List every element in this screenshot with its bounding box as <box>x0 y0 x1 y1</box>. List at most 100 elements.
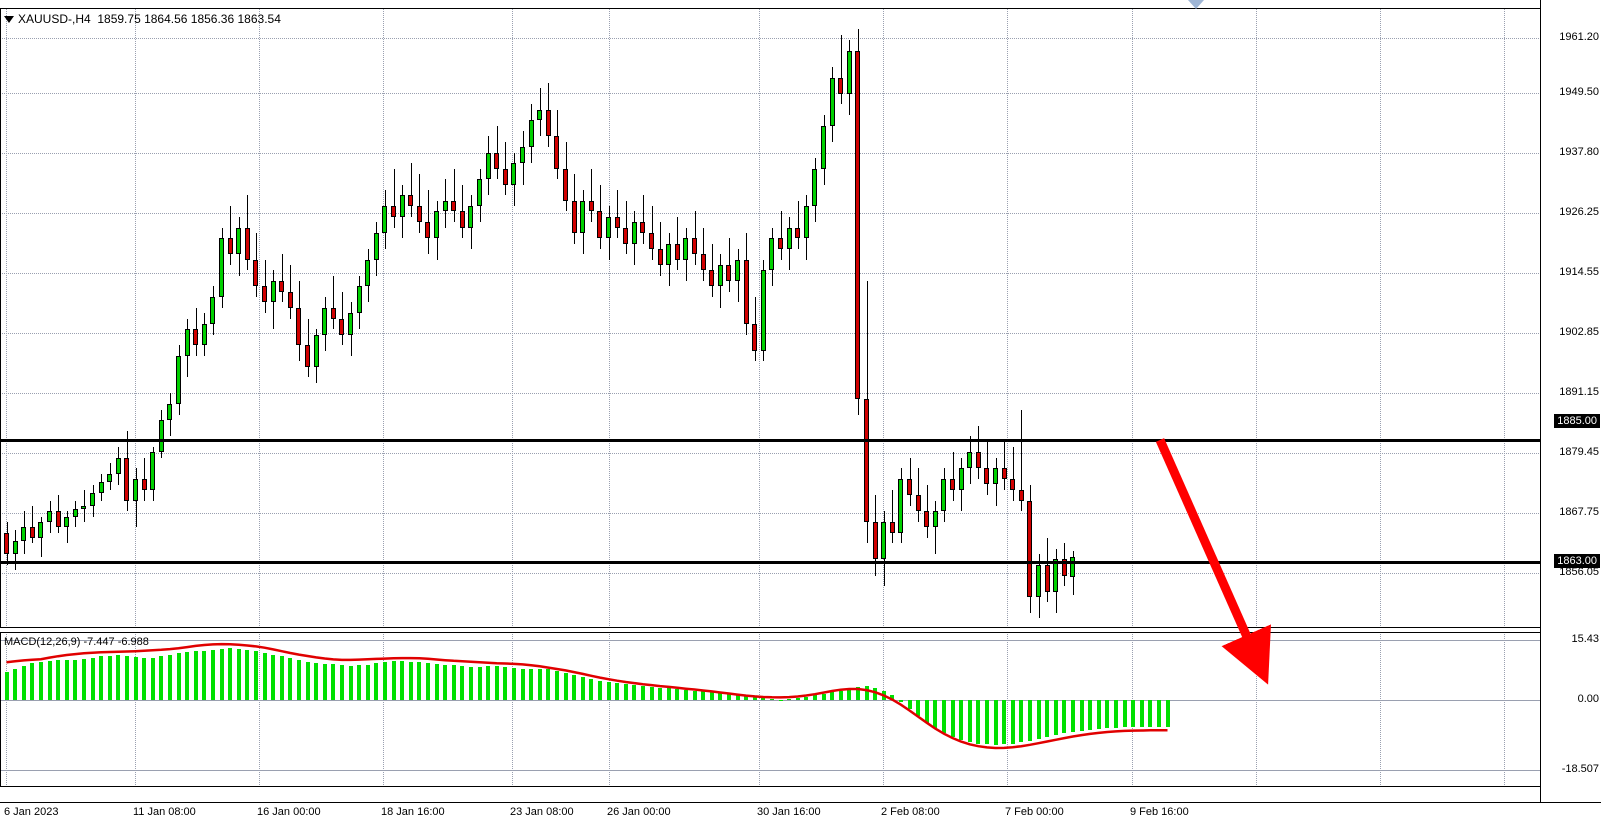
macd-histogram-bar <box>822 693 826 700</box>
candle-body <box>425 222 430 239</box>
macd-histogram-bar <box>658 687 662 700</box>
macd-histogram-bar <box>830 692 834 700</box>
candle-wick <box>918 468 919 522</box>
chart-position-marker-icon[interactable] <box>1188 0 1204 9</box>
macd-histogram-bar <box>116 655 120 700</box>
time-tick-label: 9 Feb 16:00 <box>1130 806 1189 818</box>
candle-body <box>99 481 104 493</box>
price-tick-label: 1949.50 <box>1559 86 1599 98</box>
macd-histogram-bar <box>933 700 937 728</box>
macd-histogram-bar <box>469 666 473 700</box>
macd-time-gridline <box>883 632 885 787</box>
level-line-support[interactable] <box>0 561 1540 564</box>
candle-body <box>434 211 439 239</box>
macd-histogram-bar <box>13 668 17 700</box>
candle-body <box>365 259 370 287</box>
candle-body <box>477 179 482 207</box>
macd-histogram-bar <box>228 648 232 700</box>
candle-body <box>468 206 473 228</box>
price-gridline <box>0 573 1601 574</box>
candle-body <box>537 109 542 121</box>
macd-histogram-bar <box>744 696 748 700</box>
time-tick-label: 18 Jan 16:00 <box>381 806 445 818</box>
price-level-badge: 1885.00 <box>1554 414 1600 428</box>
macd-histogram-bar <box>701 691 705 700</box>
candle-body <box>81 505 86 509</box>
price-tick-label: 1879.45 <box>1559 446 1599 458</box>
candle-body <box>916 495 921 512</box>
candle-body <box>322 307 327 335</box>
candle-body <box>21 527 26 541</box>
collapse-triangle-icon[interactable] <box>4 16 14 24</box>
time-gridline <box>883 8 885 628</box>
macd-histogram-bar <box>624 684 628 700</box>
macd-histogram-bar <box>1011 700 1015 744</box>
price-gridlines <box>0 8 1601 628</box>
macd-histogram-bar <box>1148 700 1152 727</box>
candle-body <box>279 281 284 292</box>
macd-tick-label: 15.43 <box>1571 633 1599 645</box>
candle-body <box>13 540 18 555</box>
price-tick-label: 1867.75 <box>1559 506 1599 518</box>
candle-body <box>1070 556 1075 577</box>
candle-body <box>615 216 620 228</box>
price-scale-axis[interactable]: 1961.20 1949.50 1937.80 1926.25 1914.55 1902.… <box>1540 0 1601 825</box>
macd-histogram-bar <box>159 656 163 700</box>
candle-body <box>219 238 224 298</box>
macd-series <box>0 632 1601 787</box>
candle-body <box>744 259 749 324</box>
candle-body <box>245 227 250 260</box>
macd-indicator-panel[interactable]: MACD(12,26,9) -7.447 -6.988 <box>0 632 1601 787</box>
candle-body <box>666 243 671 265</box>
macd-histogram-bar <box>108 655 112 700</box>
candlestick-series <box>0 8 1601 628</box>
candle-body <box>167 404 172 421</box>
time-tick-label: 7 Feb 00:00 <box>1005 806 1064 818</box>
macd-histogram-bar <box>607 682 611 700</box>
candle-wick <box>144 457 145 501</box>
macd-histogram-bar <box>521 668 525 700</box>
price-gridline <box>0 333 1601 334</box>
macd-histogram-bar <box>959 700 963 740</box>
candle-body <box>529 120 534 148</box>
candle-body <box>90 492 95 506</box>
macd-histogram-bar <box>675 689 679 700</box>
candle-body <box>150 452 155 490</box>
macd-histogram-bar <box>779 699 783 701</box>
candle-body <box>331 307 336 319</box>
candle-wick <box>411 163 412 217</box>
candle-wick <box>333 275 334 330</box>
price-tick-label: 1856.05 <box>1559 566 1599 578</box>
candle-body <box>73 508 78 517</box>
candle-body <box>933 511 938 528</box>
time-tick-label: 2 Feb 08:00 <box>881 806 940 818</box>
macd-histogram-bar <box>409 661 413 700</box>
macd-histogram-bar <box>856 686 860 700</box>
time-scale-axis[interactable]: 6 Jan 2023 11 Jan 08:00 16 Jan 00:00 18 Jan… <box>0 802 1601 825</box>
candle-body <box>262 286 267 303</box>
time-gridline <box>759 8 761 628</box>
macd-histogram-bar <box>1019 700 1023 743</box>
candle-body <box>38 521 43 539</box>
candle-wick <box>282 254 283 303</box>
macd-histogram-bar <box>374 663 378 700</box>
level-line-resistance[interactable] <box>0 439 1540 442</box>
macd-histogram-bar <box>202 650 206 700</box>
price-gridline <box>0 513 1601 514</box>
macd-histogram-bar <box>452 665 456 700</box>
macd-time-gridline <box>6 632 8 787</box>
candle-body <box>193 329 198 346</box>
macd-histogram-bar <box>340 665 344 700</box>
candle-body <box>701 254 706 271</box>
macd-time-gridline <box>759 632 761 787</box>
price-chart-panel[interactable]: XAUUSD-,H4 1859.75 1864.56 1856.36 1863.… <box>0 8 1601 628</box>
candle-body <box>47 511 52 522</box>
candle-body <box>692 238 697 255</box>
candle-body <box>253 259 258 287</box>
time-gridline <box>1007 8 1009 628</box>
candle-wick <box>454 168 455 223</box>
macd-histogram-bar <box>271 654 275 700</box>
macd-histogram-bar <box>581 677 585 700</box>
candle-wick <box>617 190 618 239</box>
